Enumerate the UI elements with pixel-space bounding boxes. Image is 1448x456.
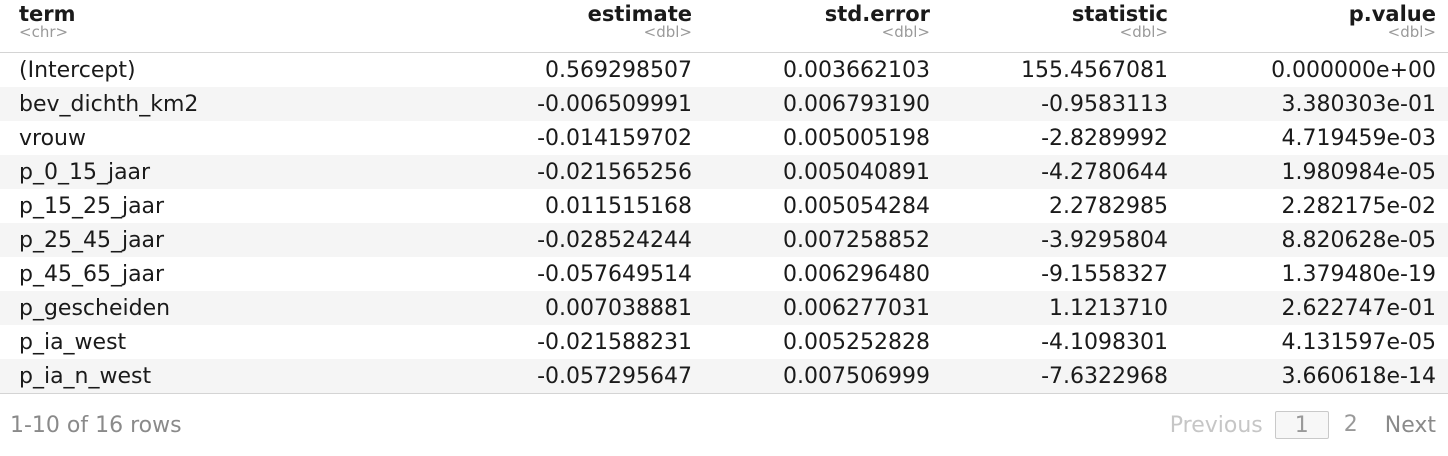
cell-estimate: 0.011515168	[545, 193, 692, 219]
cell-p-value: 2.622747e-01	[1180, 291, 1448, 325]
cell-term: p_45_65_jaar	[19, 261, 165, 287]
cell-p-value: 0.000000e+00	[1271, 57, 1436, 83]
column-type: <dbl>	[1119, 23, 1168, 41]
column-name: std.error	[824, 2, 930, 26]
page-2-button[interactable]: 2	[1343, 412, 1358, 437]
cell-p-value: 4.131597e-05	[1281, 329, 1436, 355]
table-row: p_ia_west -0.021588231 0.005252828 -4.10…	[0, 325, 1448, 359]
table-row: vrouw -0.014159702 0.005005198 -2.828999…	[0, 121, 1448, 155]
table-row: p_15_25_jaar 0.011515168 0.005054284 2.2…	[0, 189, 1448, 223]
cell-p-value: 2.282175e-02	[1281, 193, 1436, 219]
next-button[interactable]: Next	[1384, 412, 1436, 438]
cell-p-value: 1.379480e-19	[1281, 261, 1436, 287]
cell-term: (Intercept)	[19, 57, 136, 83]
cell-estimate: 0.569298507	[545, 57, 692, 83]
cell-estimate: -0.006509991	[320, 87, 704, 121]
cell-statistic: -0.9583113	[942, 87, 1180, 121]
column-type: <dbl>	[1387, 23, 1436, 41]
cell-term: p_25_45_jaar	[0, 223, 320, 257]
table-header: term <chr> estimate <dbl> std.error <dbl…	[0, 0, 1448, 53]
cell-statistic: -9.1558327	[1041, 261, 1168, 287]
column-name: p.value	[1348, 2, 1436, 26]
cell-estimate: -0.021588231	[537, 329, 692, 355]
column-name: estimate	[587, 2, 692, 26]
page-1-button[interactable]: 1	[1274, 411, 1329, 439]
cell-estimate: -0.021565256	[320, 155, 704, 189]
cell-term: p_ia_west	[19, 329, 127, 355]
cell-std-error: 0.005040891	[704, 155, 942, 189]
cell-std-error: 0.006793190	[704, 87, 942, 121]
rows-info: 1-10 of 16 rows	[10, 413, 182, 438]
cell-std-error: 0.005252828	[783, 329, 930, 355]
table-footer: 1-10 of 16 rows Previous 1 2 Next	[0, 395, 1448, 456]
cell-std-error: 0.006277031	[704, 291, 942, 325]
results-table: term <chr> estimate <dbl> std.error <dbl…	[0, 0, 1448, 394]
cell-statistic: -2.8289992	[1041, 125, 1168, 151]
column-header-p-value[interactable]: p.value <dbl>	[1180, 0, 1448, 53]
table-row: p_25_45_jaar -0.028524244 0.007258852 -3…	[0, 223, 1448, 257]
column-type: <dbl>	[643, 23, 692, 41]
cell-estimate: -0.057295647	[320, 359, 704, 394]
cell-estimate: -0.057649514	[537, 261, 692, 287]
cell-std-error: 0.003662103	[783, 57, 930, 83]
cell-estimate: -0.014159702	[537, 125, 692, 151]
table-row: bev_dichth_km2 -0.006509991 0.006793190 …	[0, 87, 1448, 121]
cell-p-value: 8.820628e-05	[1180, 223, 1448, 257]
table-row: p_45_65_jaar -0.057649514 0.006296480 -9…	[0, 257, 1448, 291]
column-header-std-error[interactable]: std.error <dbl>	[704, 0, 942, 53]
cell-estimate: 0.007038881	[320, 291, 704, 325]
table-row: p_ia_n_west -0.057295647 0.007506999 -7.…	[0, 359, 1448, 394]
cell-p-value: 4.719459e-03	[1281, 125, 1436, 151]
data-table-container: term <chr> estimate <dbl> std.error <dbl…	[0, 0, 1448, 394]
pagination: Previous 1 2 Next	[1170, 411, 1436, 439]
header-row: term <chr> estimate <dbl> std.error <dbl…	[0, 0, 1448, 53]
cell-term: p_gescheiden	[0, 291, 320, 325]
cell-statistic: 155.4567081	[1021, 57, 1168, 83]
cell-statistic: 2.2782985	[1049, 193, 1168, 219]
cell-p-value: 3.660618e-14	[1180, 359, 1448, 394]
column-header-term[interactable]: term <chr>	[0, 0, 320, 53]
column-name: statistic	[1071, 2, 1168, 26]
column-header-statistic[interactable]: statistic <dbl>	[942, 0, 1180, 53]
column-name: term	[19, 2, 76, 26]
cell-statistic: -7.6322968	[942, 359, 1180, 394]
cell-statistic: 1.1213710	[942, 291, 1180, 325]
table-row: p_gescheiden 0.007038881 0.006277031 1.1…	[0, 291, 1448, 325]
cell-term: p_0_15_jaar	[0, 155, 320, 189]
cell-std-error: 0.006296480	[783, 261, 930, 287]
cell-statistic: -4.2780644	[942, 155, 1180, 189]
cell-term: bev_dichth_km2	[0, 87, 320, 121]
cell-std-error: 0.007506999	[704, 359, 942, 394]
column-type: <chr>	[19, 23, 69, 41]
column-header-estimate[interactable]: estimate <dbl>	[320, 0, 704, 53]
cell-estimate: -0.028524244	[320, 223, 704, 257]
cell-statistic: -4.1098301	[1041, 329, 1168, 355]
cell-term: p_ia_n_west	[0, 359, 320, 394]
cell-p-value: 1.980984e-05	[1180, 155, 1448, 189]
column-type: <dbl>	[881, 23, 930, 41]
table-body: (Intercept) 0.569298507 0.003662103 155.…	[0, 53, 1448, 394]
table-row: p_0_15_jaar -0.021565256 0.005040891 -4.…	[0, 155, 1448, 189]
cell-std-error: 0.007258852	[704, 223, 942, 257]
previous-button[interactable]: Previous	[1169, 412, 1263, 438]
cell-p-value: 3.380303e-01	[1180, 87, 1448, 121]
cell-term: p_15_25_jaar	[19, 193, 165, 219]
cell-std-error: 0.005054284	[783, 193, 930, 219]
cell-std-error: 0.005005198	[783, 125, 930, 151]
table-row: (Intercept) 0.569298507 0.003662103 155.…	[0, 53, 1448, 88]
cell-term: vrouw	[19, 125, 86, 151]
cell-statistic: -3.9295804	[942, 223, 1180, 257]
